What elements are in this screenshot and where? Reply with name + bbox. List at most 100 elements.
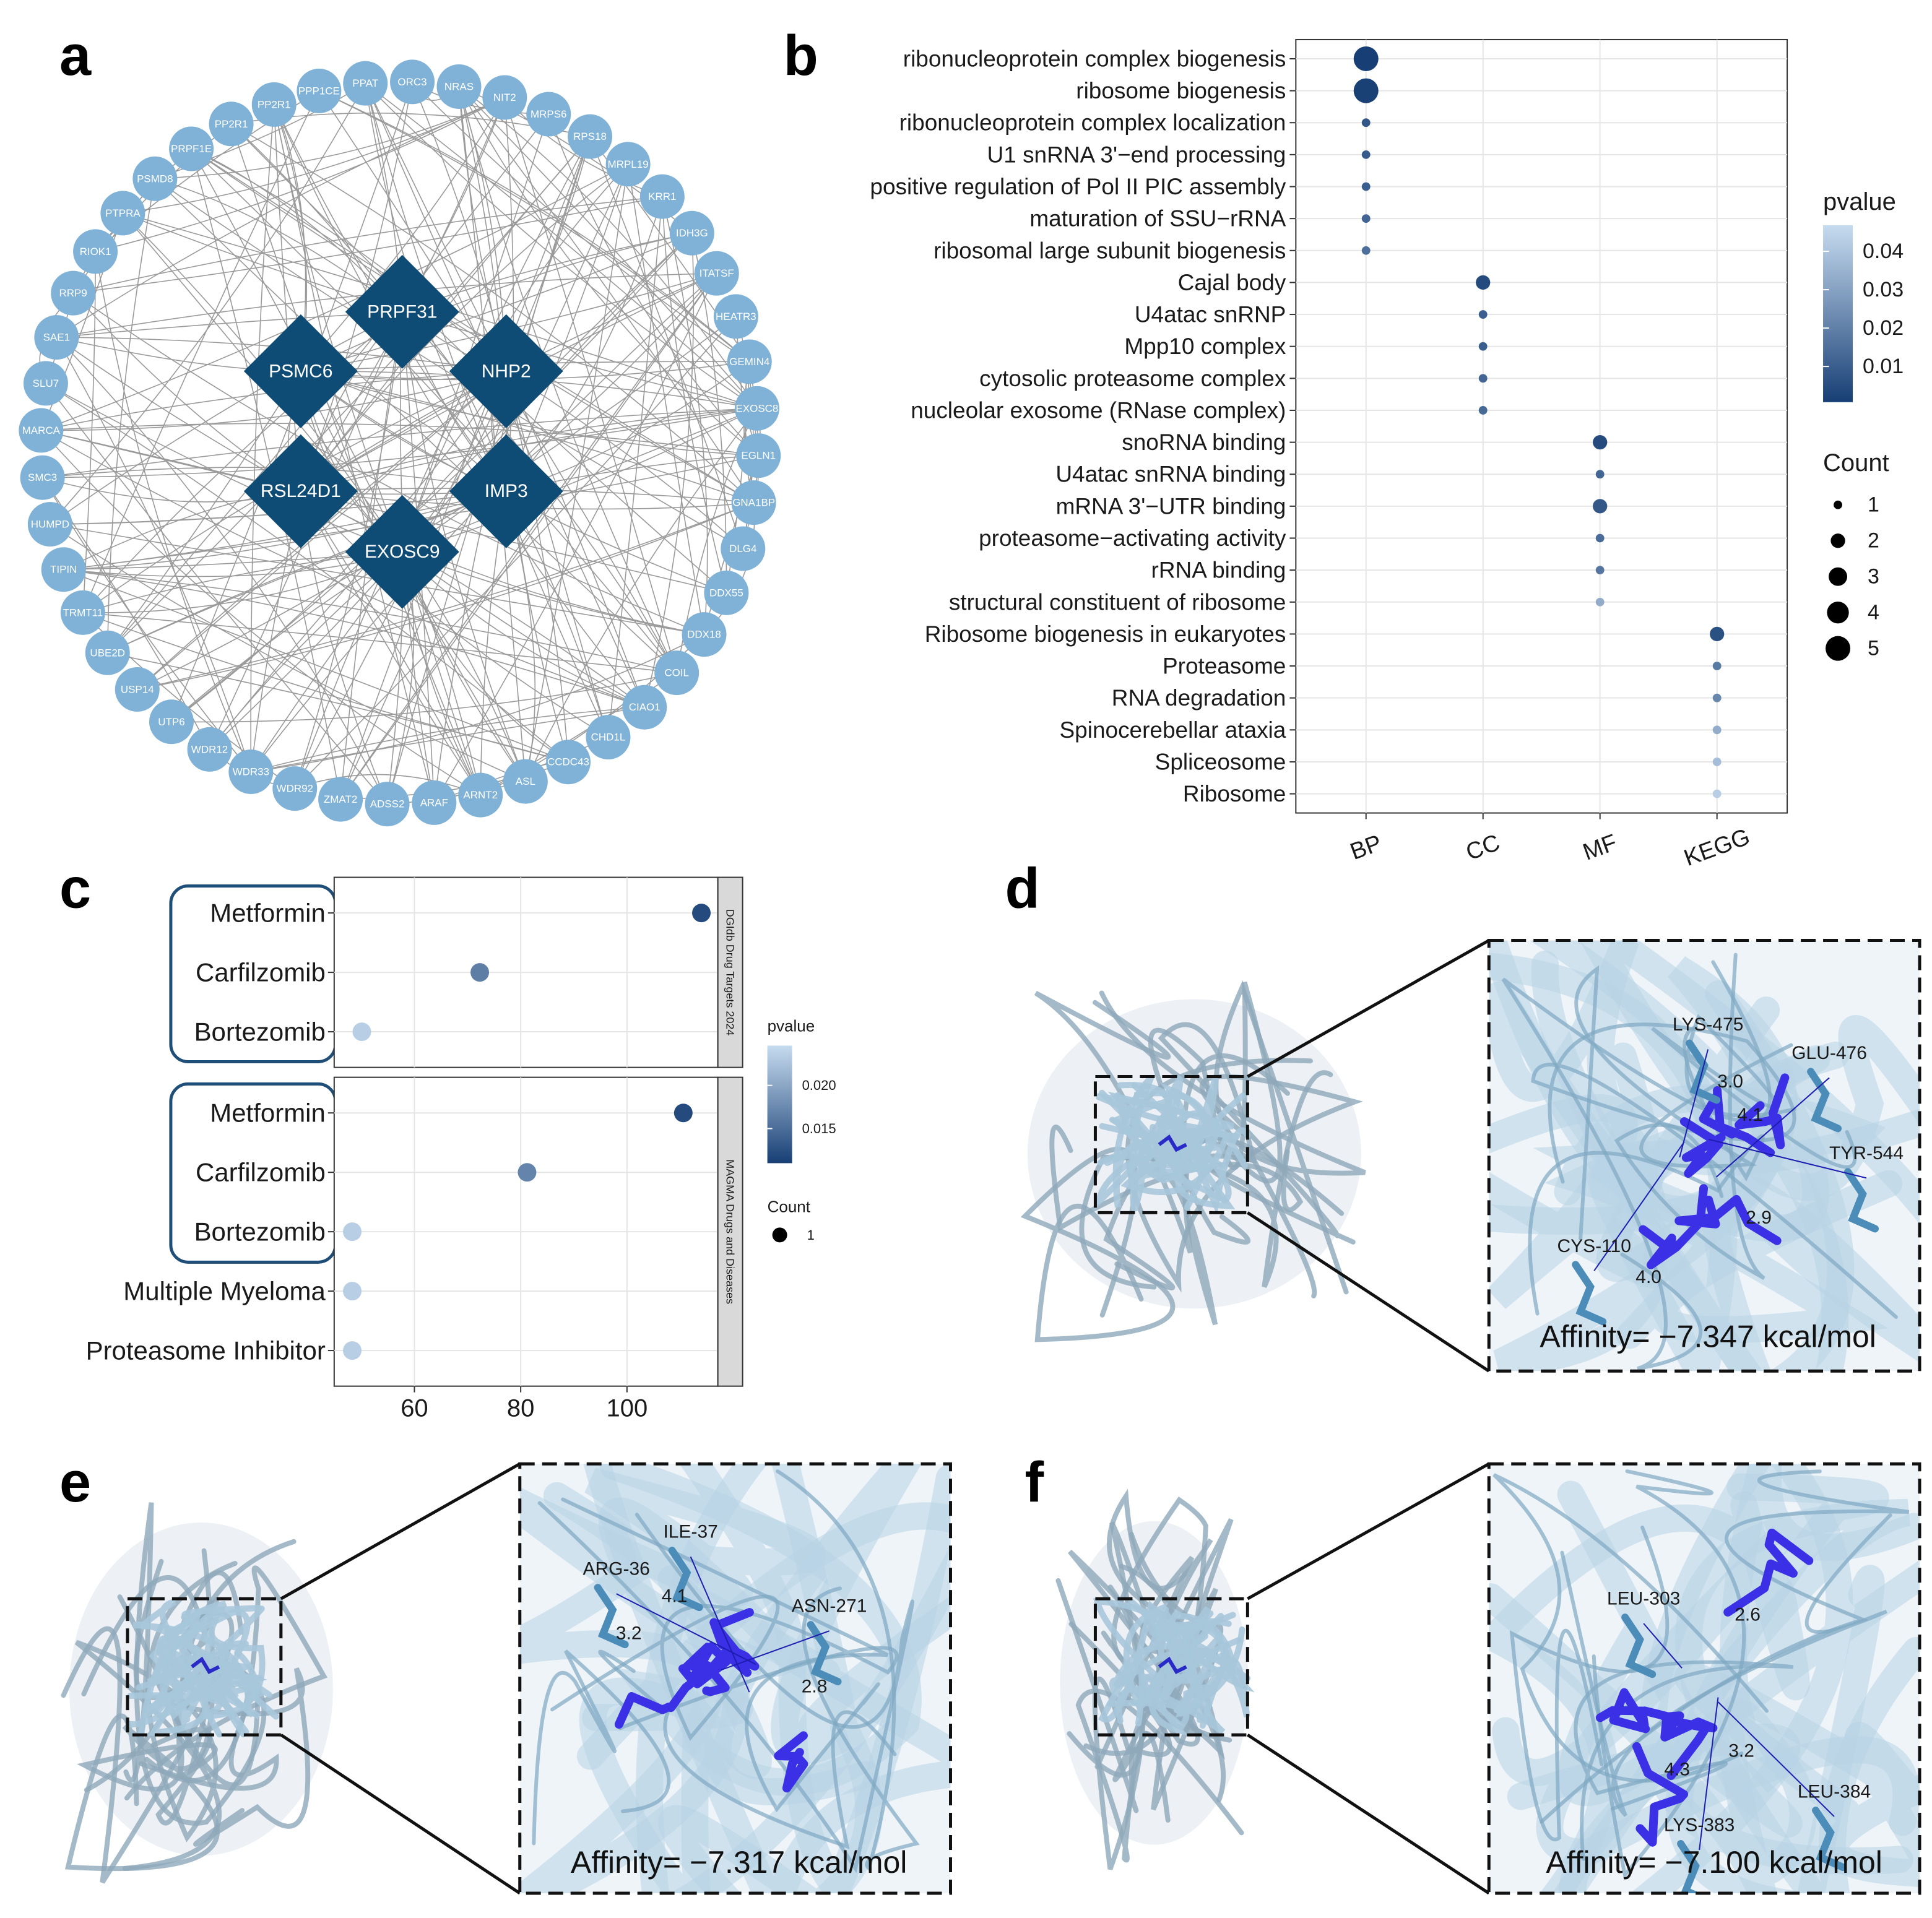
- network-edge: [402, 408, 758, 553]
- size-label: 3: [1868, 565, 1879, 589]
- network-edge: [662, 196, 727, 594]
- h-bond: [1715, 1077, 1830, 1178]
- network-node: [60, 590, 105, 635]
- network-node: [546, 740, 591, 785]
- ligand: [1674, 1194, 1782, 1245]
- ribbon: [1168, 1109, 1251, 1215]
- h-bond: [1643, 1623, 1683, 1669]
- facet-strip: [717, 1076, 743, 1387]
- network-edge: [458, 86, 755, 503]
- node-label: CIAO1: [629, 701, 661, 713]
- network-edge: [300, 408, 758, 492]
- residue-stick: [594, 1584, 629, 1649]
- residue-stick: [1621, 1613, 1657, 1678]
- h-bond: [1593, 1141, 1685, 1271]
- y-tick-label: snoRNA binding: [1122, 430, 1286, 455]
- residue-label: TYR-544: [1829, 1143, 1904, 1164]
- size-key: [1834, 500, 1842, 509]
- node-label: ORC3: [397, 76, 427, 88]
- node-label: HUMPD: [31, 519, 69, 530]
- ligand: [1632, 1742, 1689, 1847]
- network-node: [209, 102, 254, 147]
- node-label: RPS18: [573, 131, 607, 142]
- dot: [1595, 566, 1605, 575]
- network-edge: [294, 316, 737, 789]
- network-edge: [506, 164, 629, 492]
- residue-label: ASN-271: [792, 1596, 867, 1617]
- network-node: [115, 667, 160, 712]
- node-label: GNA1BP: [732, 497, 775, 509]
- ligand: [1699, 1086, 1775, 1157]
- node-label: TIPIN: [50, 564, 77, 576]
- size-label: 1: [807, 1227, 815, 1243]
- network-node: [100, 191, 145, 236]
- network-node: [482, 75, 527, 120]
- network-edge: [107, 371, 301, 654]
- network-edge: [300, 491, 645, 708]
- dot: [674, 1104, 693, 1123]
- y-tick-label: rRNA binding: [1151, 558, 1286, 583]
- dot: [1712, 758, 1722, 766]
- ribbon: [776, 1469, 920, 1872]
- ribbon: [159, 1667, 311, 1847]
- node-label: DLG4: [729, 543, 756, 555]
- protein-overview: [1055, 1488, 1255, 1870]
- network-edge: [458, 86, 677, 673]
- residue-stick: [668, 1547, 703, 1612]
- hub-label: IMP3: [485, 481, 528, 501]
- size-label: 4: [1868, 601, 1879, 624]
- zoom-region: [1093, 1597, 1249, 1737]
- network-node: [605, 142, 651, 187]
- ribbon: [147, 1649, 264, 1737]
- ligand: [1595, 1688, 1650, 1734]
- distance-label: 3.2: [1728, 1741, 1754, 1761]
- network-node: [734, 386, 779, 431]
- size-label: 1: [1868, 493, 1879, 517]
- residue-label: CYS-110: [1557, 1236, 1631, 1256]
- node-label: PP2R1: [215, 118, 248, 130]
- node-label: SLU7: [33, 378, 59, 389]
- dot: [1712, 789, 1722, 798]
- y-tick-label: Metformin: [210, 1099, 326, 1128]
- ribbon: [1540, 1469, 1910, 1824]
- colorbar-label: 0.020: [802, 1078, 836, 1093]
- network-edge: [41, 423, 759, 456]
- y-tick-label: Bortezomib: [194, 1217, 326, 1246]
- node-label: PSMD8: [137, 173, 173, 184]
- network-edge: [137, 502, 754, 690]
- dot: [1353, 46, 1379, 71]
- network-edge: [589, 136, 744, 549]
- zoom-frame: [518, 1462, 953, 1895]
- node-label: ITATSF: [700, 267, 734, 279]
- protein-overview: [61, 1502, 333, 1884]
- network-edge: [107, 490, 507, 654]
- dot: [1712, 725, 1722, 735]
- dot: [1478, 406, 1488, 415]
- node-label: PTPRA: [105, 207, 141, 219]
- network-node: [704, 570, 749, 615]
- distance-label: 4.1: [662, 1586, 688, 1607]
- node-label: COIL: [664, 667, 689, 679]
- node-label: CCDC43: [547, 756, 589, 768]
- dot: [1593, 434, 1608, 450]
- network-edge: [458, 86, 758, 409]
- network-node: [251, 82, 297, 127]
- node-label: MARCA: [22, 425, 61, 436]
- ribbon: [1533, 1084, 1886, 1242]
- network-edge: [45, 382, 569, 762]
- network-edge: [274, 104, 645, 708]
- residue-stick: [1677, 1840, 1700, 1894]
- network-edge: [82, 90, 320, 613]
- network-node: [721, 526, 766, 571]
- network-edge: [41, 371, 506, 431]
- network-node: [412, 780, 457, 825]
- ribbon: [138, 1679, 279, 1791]
- network-node: [41, 547, 86, 592]
- network-node: [654, 650, 700, 696]
- node-label: USP14: [121, 683, 154, 695]
- colorbar: [1823, 225, 1853, 402]
- network-edge: [300, 97, 506, 372]
- network-node: [682, 612, 727, 657]
- ribbon: [1113, 1647, 1250, 1729]
- residue-label: ILE-37: [663, 1522, 717, 1542]
